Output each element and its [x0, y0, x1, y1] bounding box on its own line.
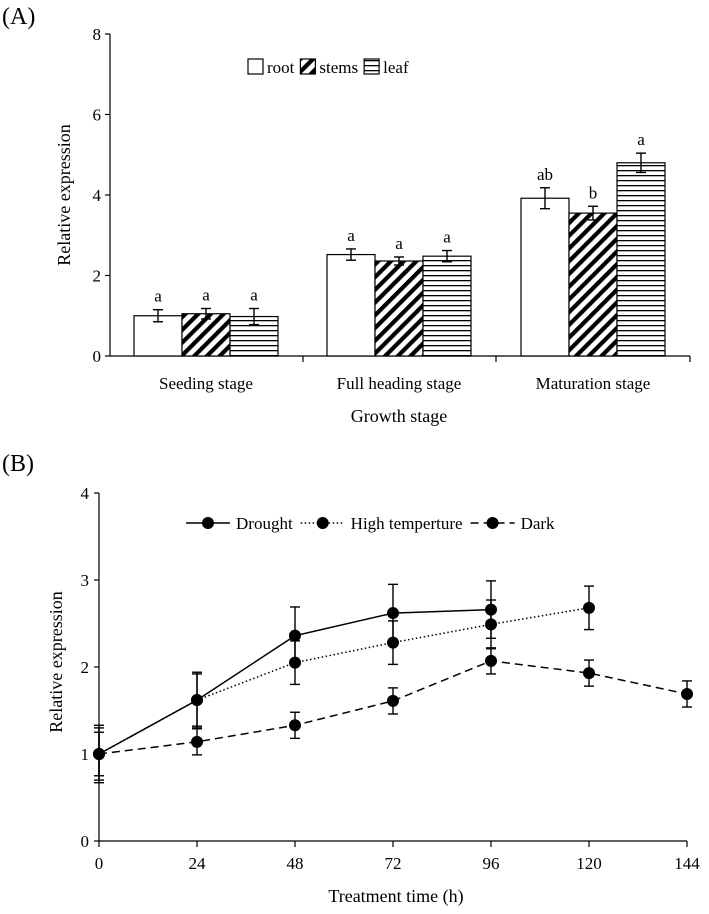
panel-a-legend: root stems leaf [247, 58, 409, 77]
point-Dark [289, 719, 301, 732]
bar-root-2 [520, 197, 570, 357]
significance-label: ab [537, 165, 553, 184]
bar-stems-2 [568, 212, 618, 357]
bar-root-1 [326, 253, 376, 357]
point-Dark [191, 735, 203, 748]
panel-b-xlabel: Treatment time (h) [328, 886, 463, 907]
legend-marker-Drought [202, 517, 214, 529]
point-Drought [387, 607, 399, 620]
significance-label: a [347, 226, 355, 245]
point-High temperture [485, 618, 497, 631]
significance-label: a [202, 286, 210, 305]
bar-stems-1 [374, 260, 424, 357]
point-Dark [681, 687, 693, 700]
significance-label: a [250, 286, 258, 305]
b-x-tick-label: 72 [385, 854, 402, 873]
b-y-tick-label: 1 [81, 745, 90, 764]
a-y-tick-label: 6 [93, 106, 102, 125]
b-y-tick-label: 4 [81, 484, 90, 503]
b-x-tick-label: 144 [674, 854, 700, 873]
a-category-label: Maturation stage [536, 374, 651, 393]
panel-a-label: (A) [2, 4, 35, 30]
panel-b-label: (B) [2, 451, 34, 477]
a-category-label: Full heading stage [337, 374, 462, 393]
b-y-tick-label: 2 [81, 658, 90, 677]
b-x-tick-label: 24 [189, 854, 207, 873]
panel-b-series [93, 580, 693, 784]
b-x-tick-label: 48 [287, 854, 304, 873]
panel-a-ylabel: Relative expression [54, 124, 74, 265]
a-y-tick-label: 8 [93, 25, 102, 44]
point-Dark [387, 694, 399, 707]
bar-stems-0 [181, 313, 231, 357]
panel-a-axes: 0 2 4 6 8 Seeding stage Full heading stage Matu… [93, 25, 691, 393]
legend-label-Drought: Drought [236, 514, 293, 533]
significance-label: a [637, 130, 645, 149]
point-High temperture [387, 636, 399, 649]
legend-swatch-stems [299, 58, 316, 75]
a-category-label: Seeding stage [159, 374, 253, 393]
point-Dark [485, 654, 497, 667]
panel-b-legend: Drought High temperture Dark [186, 514, 555, 533]
b-y-tick-label: 0 [81, 832, 90, 851]
legend-label-stems: stems [319, 58, 358, 77]
point-High temperture [583, 601, 595, 614]
significance-label: a [443, 228, 451, 247]
panel-b-axes: 0 1 2 3 4 0 24 48 72 96 120 144 [81, 484, 701, 873]
legend-label-Dark: Dark [521, 514, 555, 533]
legend-marker-High temperture [316, 517, 329, 529]
legend-label-leaf: leaf [383, 58, 409, 77]
legend-swatch-root [247, 58, 264, 75]
a-y-tick-label: 2 [93, 267, 102, 286]
b-x-tick-label: 96 [483, 854, 500, 873]
point-High temperture [289, 656, 301, 669]
b-x-tick-label: 0 [95, 854, 104, 873]
legend-marker-Dark [486, 517, 499, 529]
b-y-tick-label: 3 [81, 571, 90, 590]
panel-a-xlabel: Growth stage [351, 406, 447, 426]
significance-label: b [589, 183, 598, 202]
point-Drought [289, 629, 301, 642]
legend-swatch-leaf [363, 58, 380, 75]
point-Dark [93, 748, 105, 760]
line-High temperture [98, 607, 590, 755]
bar-leaf-2 [616, 162, 666, 357]
legend-label-High temperture: High temperture [351, 514, 463, 533]
a-y-tick-label: 0 [93, 347, 102, 366]
point-High temperture [191, 694, 203, 707]
legend-label-root: root [267, 58, 295, 77]
a-y-tick-label: 4 [93, 186, 102, 205]
panel-b-ylabel: Relative expression [46, 591, 66, 732]
point-Dark [583, 667, 595, 680]
bar-leaf-1 [422, 255, 472, 357]
significance-label: a [154, 287, 162, 306]
significance-label: a [395, 234, 403, 253]
b-x-tick-label: 120 [576, 854, 602, 873]
